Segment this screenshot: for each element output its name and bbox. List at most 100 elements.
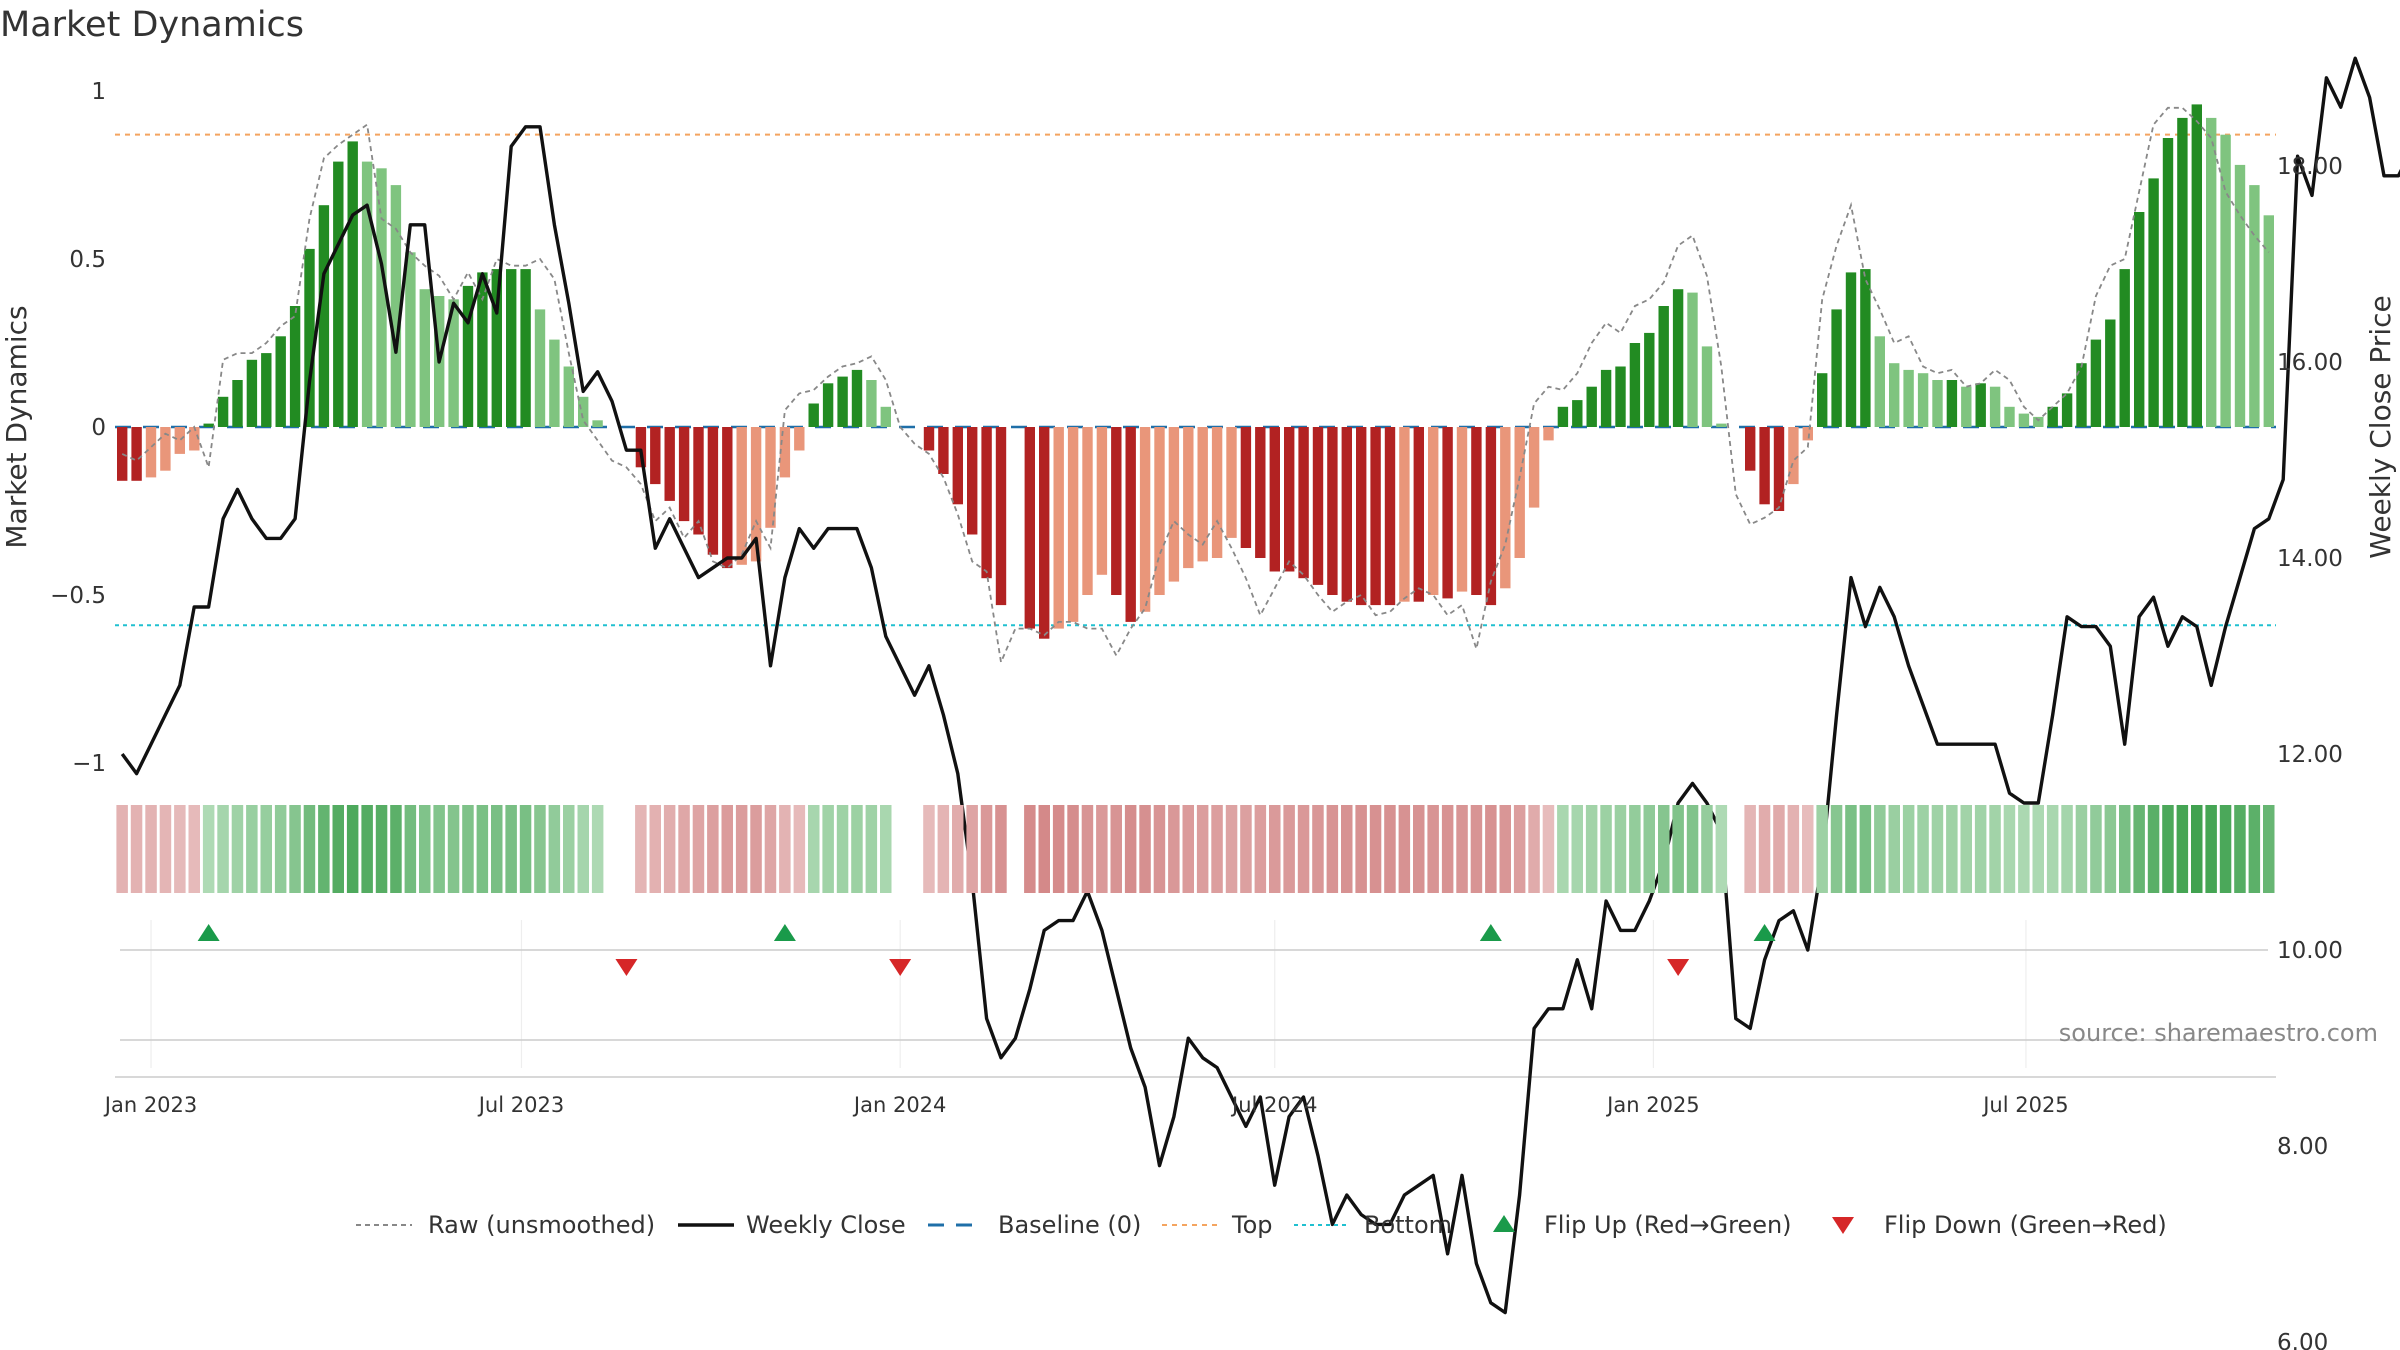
dynamics-bar-24: [462, 285, 474, 427]
heat-cell-41: [707, 805, 719, 893]
dynamics-bar-129: [1975, 383, 1986, 427]
dynamics-bar-80: [1269, 427, 1280, 572]
heat-cell-102: [1585, 805, 1598, 893]
dynamics-bar-145: [2206, 117, 2217, 428]
heat-cell-10: [260, 805, 272, 893]
heat-cell-122: [1874, 805, 1886, 893]
dynamics-bar-106: [1644, 332, 1655, 427]
dynamics-bar-59: [967, 427, 978, 535]
heat-cell-93: [1456, 805, 1468, 893]
dynamics-bar-113: [1745, 427, 1756, 471]
dynamics-bar-76: [1211, 427, 1223, 558]
heat-cell-7: [217, 805, 229, 893]
heat-cell-149: [2263, 805, 2275, 893]
heat-cell-129: [1974, 805, 1987, 893]
dynamics-bar-142: [2162, 138, 2174, 427]
flip-down-marker-1: [889, 959, 912, 976]
heat-cell-83: [1312, 805, 1324, 893]
heat-cell-50: [836, 805, 849, 893]
heat-cell-103: [1600, 805, 1612, 893]
legend-flip-up-swatch: [1493, 1215, 1515, 1232]
weekly-close-series: [120, 56, 2400, 1315]
heat-cell-123: [1888, 805, 1900, 893]
heat-cell-66: [1067, 805, 1079, 893]
raw-line: [121, 106, 2270, 666]
dynamics-bar-115: [1773, 427, 1785, 511]
dynamics-bar-72: [1154, 427, 1165, 595]
heat-cell-79: [1254, 805, 1267, 893]
heat-cell-132: [2018, 805, 2030, 893]
dynamics-bar-64: [1039, 427, 1050, 639]
dynamics-bar-91: [1428, 427, 1439, 595]
dynamics-bar-79: [1255, 427, 1266, 558]
dynamics-bar-2: [145, 427, 157, 478]
dynamics-bar-116: [1788, 427, 1799, 485]
heat-cell-147: [2234, 805, 2246, 893]
dynamics-bar-139: [2119, 269, 2130, 427]
dynamics-bar-99: [1543, 427, 1554, 441]
heat-cell-78: [1240, 805, 1252, 893]
heat-cell-104: [1614, 805, 1627, 893]
legend-label-flip_down: Flip Down (Green→Red): [1884, 1211, 2167, 1239]
dynamics-bar-45: [765, 427, 776, 528]
right-tick-label-1: 16.00: [2277, 350, 2343, 376]
flip-down-marker-0: [615, 959, 638, 976]
heat-cell-80: [1269, 805, 1281, 893]
left-tick-label-1: 0.5: [69, 247, 106, 273]
dynamics-bar-53: [880, 406, 891, 427]
heat-cell-101: [1571, 805, 1583, 893]
heat-cell-127: [1946, 805, 1958, 893]
dynamics-bar-40: [693, 427, 704, 535]
heat-cell-39: [678, 805, 690, 893]
heat-cell-115: [1773, 805, 1785, 893]
heat-cell-143: [2176, 805, 2189, 893]
heat-cell-56: [923, 805, 935, 893]
heat-cell-38: [663, 805, 676, 893]
right-tick-label-2: 14.00: [2277, 546, 2343, 572]
dynamics-bar-16: [347, 141, 358, 427]
dynamics-bar-57: [938, 427, 949, 474]
heat-cell-114: [1758, 805, 1771, 893]
dynamics-bar-81: [1284, 427, 1295, 572]
flip-markers: [197, 924, 1776, 976]
dynamics-bar-18: [376, 168, 387, 428]
dynamics-bar-94: [1471, 427, 1482, 595]
dynamics-bar-23: [448, 299, 459, 427]
flip-up-marker-2: [1479, 924, 1502, 941]
dynamics-bar-134: [2047, 406, 2058, 427]
legend-label-close: Weekly Close: [746, 1211, 906, 1239]
heat-cell-74: [1182, 805, 1194, 893]
heat-cell-9: [246, 805, 258, 893]
heat-cell-5: [188, 805, 200, 893]
heat-cell-58: [952, 805, 964, 893]
heat-cell-135: [2061, 805, 2073, 893]
dynamics-bar-70: [1125, 427, 1136, 622]
heat-cell-99: [1542, 805, 1555, 893]
dynamics-bar-13: [304, 248, 315, 427]
heat-cell-91: [1427, 805, 1439, 893]
heat-cell-109: [1686, 805, 1699, 893]
dynamics-bar-100: [1557, 406, 1569, 427]
heat-cell-108: [1672, 805, 1684, 893]
right-tick-label-4: 10.00: [2277, 938, 2343, 964]
heat-cell-75: [1196, 805, 1209, 893]
dynamics-bar-12: [289, 306, 301, 427]
heat-cell-70: [1124, 805, 1137, 893]
flip-up-marker-0: [197, 924, 220, 941]
dynamics-bar-88: [1384, 427, 1396, 606]
dynamics-bar-148: [2249, 185, 2260, 427]
heat-cell-126: [1931, 805, 1944, 893]
heat-cell-88: [1384, 805, 1396, 893]
dynamics-bar-82: [1298, 427, 1309, 579]
dynamics-bar-137: [2090, 339, 2102, 427]
heat-cell-20: [404, 805, 417, 893]
chart-title: Market Dynamics: [0, 5, 304, 45]
dynamics-bar-146: [2220, 134, 2231, 427]
heat-cell-117: [1802, 805, 1814, 893]
heat-cell-18: [375, 805, 388, 893]
dynamics-bar-52: [866, 380, 877, 427]
legend: Raw (unsmoothed) Weekly Close Baseline (0)…: [356, 1211, 2167, 1239]
dynamics-bar-120: [1845, 272, 1857, 427]
legend-label-bottom: Bottom: [1364, 1211, 1452, 1239]
